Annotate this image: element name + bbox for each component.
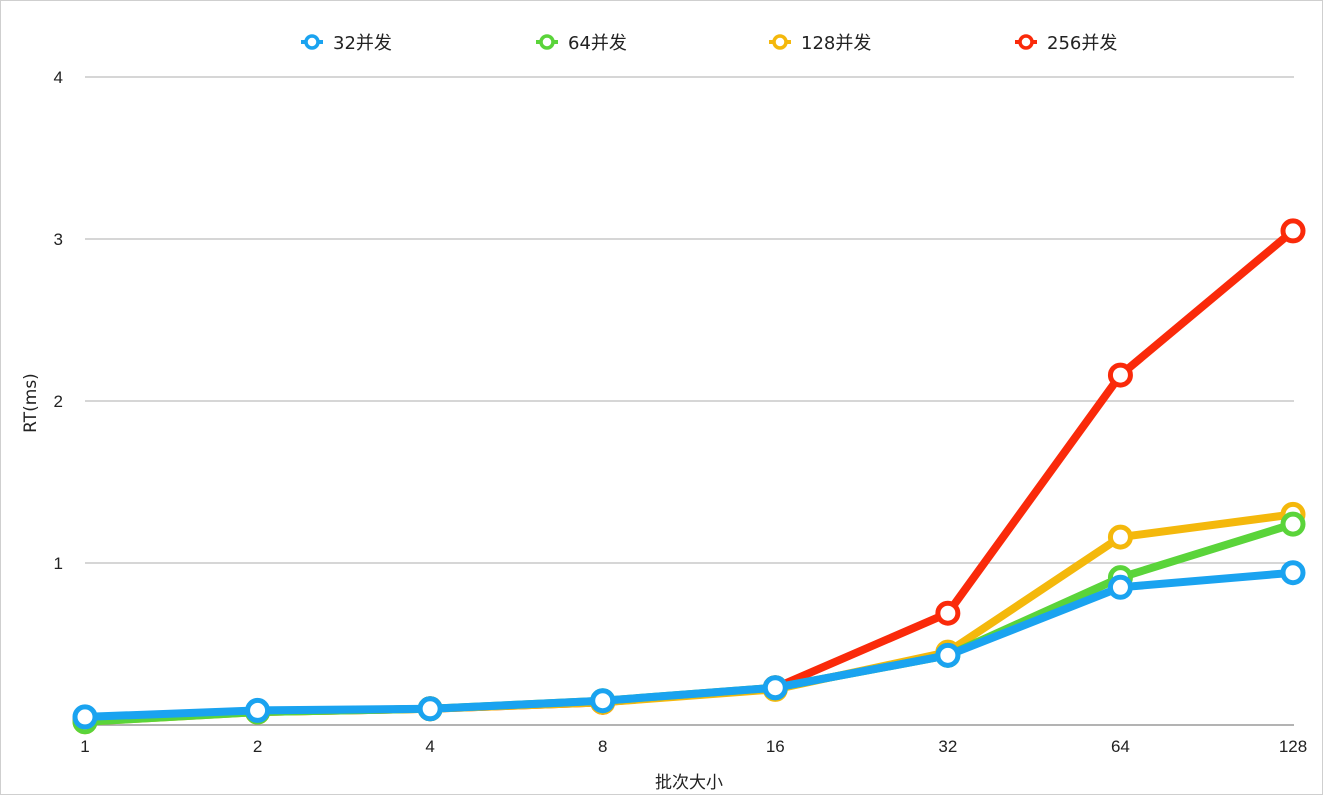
series-line [81, 568, 1297, 721]
data-point [245, 697, 271, 723]
data-point [762, 675, 788, 701]
data-point [1107, 574, 1133, 600]
legend-label: 32并发 [333, 33, 392, 54]
series-1 [72, 560, 1306, 730]
data-point [1107, 524, 1133, 550]
x-tick-label: 128 [1279, 737, 1307, 756]
data-point [590, 688, 616, 714]
series-lines [72, 218, 1306, 735]
data-point [1280, 511, 1306, 537]
legend-label: 64并发 [568, 33, 627, 54]
y-tick-label: 2 [54, 392, 63, 411]
legend-item: 32并发 [301, 33, 392, 54]
x-tick-label: 16 [766, 737, 785, 756]
data-point [72, 704, 98, 730]
series-4 [72, 218, 1306, 733]
y-axis-title: RT(ms) [21, 373, 41, 433]
gridlines [85, 76, 1294, 726]
legend-item: 128并发 [769, 33, 871, 54]
data-point [935, 642, 961, 668]
data-point [1280, 218, 1306, 244]
data-point [935, 600, 961, 626]
axes: 1 2 3 4 1 2 4 8 16 32 64 128 [54, 68, 1308, 756]
y-tick-label: 1 [54, 554, 63, 573]
x-tick-label: 2 [253, 737, 262, 756]
legend-item: 64并发 [536, 33, 627, 54]
data-point [417, 696, 443, 722]
legend: 32并发 64并发 128并发 256并发 [301, 33, 1117, 54]
legend-marker [1018, 34, 1034, 50]
legend-item: 256并发 [1015, 33, 1117, 54]
x-tick-label: 64 [1111, 737, 1130, 756]
x-tick-label: 32 [938, 737, 957, 756]
y-tick-label: 3 [54, 230, 63, 249]
legend-label: 256并发 [1047, 33, 1117, 54]
data-point [1280, 560, 1306, 586]
x-tick-label: 4 [425, 737, 434, 756]
legend-marker [772, 34, 788, 50]
legend-label: 128并发 [801, 33, 871, 54]
x-tick-label: 8 [598, 737, 607, 756]
x-tick-label: 1 [80, 737, 89, 756]
series-line [81, 226, 1297, 725]
legend-marker [304, 34, 320, 50]
data-point [1107, 362, 1133, 388]
y-tick-label: 4 [54, 68, 63, 87]
x-axis-title: 批次大小 [655, 773, 723, 793]
legend-marker [539, 34, 555, 50]
